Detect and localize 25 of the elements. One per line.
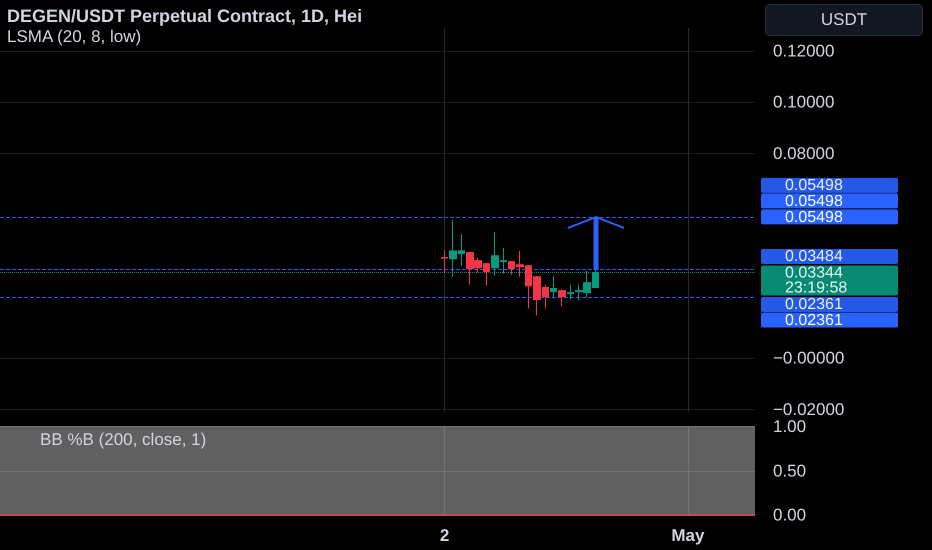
y-tick-label: 1.00 (773, 417, 806, 436)
y-tick-label: 0.12000 (773, 41, 834, 60)
text: USDT (765, 4, 923, 36)
y-tick-label: 0.10000 (773, 92, 834, 112)
x-tick-label: 2 (440, 526, 450, 545)
candlestick (550, 275, 557, 300)
text: 0.05498 (785, 192, 843, 210)
candlestick (558, 289, 566, 307)
candlestick (567, 284, 574, 300)
y-tick-label: −0.02000 (773, 400, 844, 419)
text: 0.02361 (785, 312, 843, 330)
y-tick-label: −0.00000 (773, 348, 844, 368)
y-tick-label: 0.50 (773, 461, 806, 480)
y-tick-label: 0.00 (773, 506, 806, 524)
chart-subtitle: LSMA (20, 8, low) (7, 27, 142, 46)
y-tick-label: 0.08000 (773, 144, 834, 163)
x-tick-label: May (671, 526, 705, 545)
text: 0.05498 (785, 176, 843, 194)
ref-line-label: 0.03344 23:19:58 (785, 264, 848, 297)
chart-title: DEGEN/USDT Perpetual Contract, 1D, Hei (7, 6, 362, 26)
chart-title: BB %B (200, close, 1) (40, 430, 206, 449)
ref-line-label: 0.02361 (785, 296, 843, 314)
candlestick (441, 249, 448, 274)
ref-line-label: 0.03484 (785, 248, 843, 266)
ref-line-label: 0.05498 (785, 208, 843, 226)
